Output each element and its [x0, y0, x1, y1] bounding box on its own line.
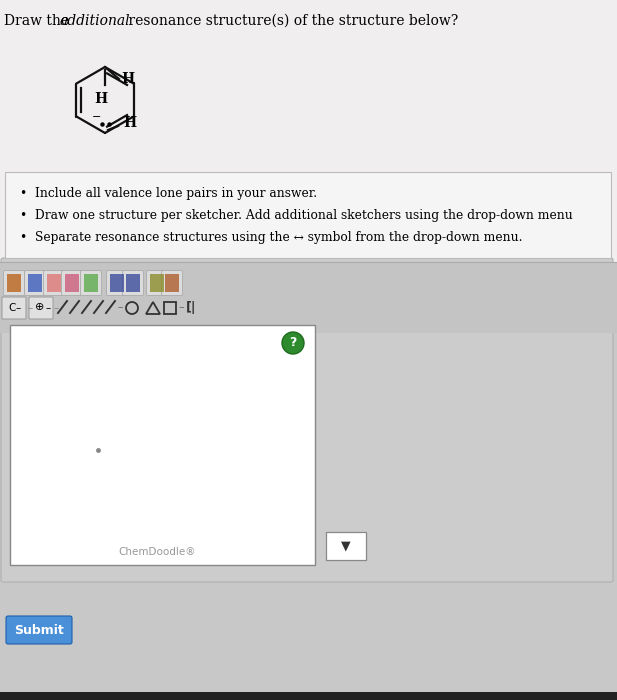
- FancyBboxPatch shape: [0, 0, 617, 270]
- Text: –: –: [53, 303, 58, 313]
- Text: ▼: ▼: [341, 540, 351, 552]
- Text: •  Draw one structure per sketcher. Add additional sketchers using the drop-down: • Draw one structure per sketcher. Add a…: [20, 209, 573, 222]
- Text: Submit: Submit: [14, 624, 64, 636]
- Text: •  Separate resonance structures using the ↔ symbol from the drop-down menu.: • Separate resonance structures using th…: [20, 231, 523, 244]
- FancyBboxPatch shape: [126, 274, 140, 292]
- FancyBboxPatch shape: [7, 274, 21, 292]
- FancyBboxPatch shape: [80, 270, 102, 295]
- FancyBboxPatch shape: [150, 274, 164, 292]
- Text: Draw the: Draw the: [4, 14, 73, 28]
- Text: C: C: [8, 303, 15, 313]
- FancyBboxPatch shape: [1, 258, 613, 582]
- Text: •  Include all valence lone pairs in your answer.: • Include all valence lone pairs in your…: [20, 187, 317, 200]
- Text: –: –: [15, 303, 20, 313]
- FancyBboxPatch shape: [326, 532, 366, 560]
- FancyBboxPatch shape: [123, 270, 144, 295]
- FancyBboxPatch shape: [84, 274, 98, 292]
- FancyBboxPatch shape: [29, 297, 53, 319]
- Text: ChemDoodle®: ChemDoodle®: [118, 547, 196, 557]
- FancyBboxPatch shape: [0, 263, 617, 333]
- Circle shape: [282, 332, 304, 354]
- FancyBboxPatch shape: [6, 616, 72, 644]
- FancyBboxPatch shape: [0, 692, 617, 700]
- Text: [|: [|: [186, 301, 196, 314]
- FancyBboxPatch shape: [47, 274, 61, 292]
- Text: –: –: [178, 302, 184, 312]
- Text: ?: ?: [289, 337, 297, 349]
- Text: –: –: [117, 302, 123, 312]
- FancyBboxPatch shape: [2, 297, 26, 319]
- FancyBboxPatch shape: [165, 274, 179, 292]
- Text: –: –: [27, 303, 32, 313]
- Text: additional: additional: [60, 14, 131, 28]
- FancyBboxPatch shape: [5, 172, 611, 258]
- Text: H: H: [123, 116, 136, 130]
- Text: –: –: [45, 303, 50, 313]
- FancyBboxPatch shape: [28, 274, 42, 292]
- FancyBboxPatch shape: [162, 270, 183, 295]
- FancyBboxPatch shape: [65, 274, 79, 292]
- FancyBboxPatch shape: [62, 270, 83, 295]
- Text: H: H: [94, 92, 107, 106]
- Text: H: H: [121, 72, 134, 86]
- FancyBboxPatch shape: [44, 270, 65, 295]
- Text: resonance structure(s) of the structure below?: resonance structure(s) of the structure …: [124, 14, 458, 28]
- FancyBboxPatch shape: [146, 270, 167, 295]
- FancyBboxPatch shape: [107, 270, 128, 295]
- FancyBboxPatch shape: [110, 274, 124, 292]
- Text: ⊕: ⊕: [35, 302, 44, 312]
- FancyBboxPatch shape: [25, 270, 46, 295]
- FancyBboxPatch shape: [4, 270, 25, 295]
- Text: −: −: [93, 112, 102, 122]
- FancyBboxPatch shape: [10, 325, 315, 565]
